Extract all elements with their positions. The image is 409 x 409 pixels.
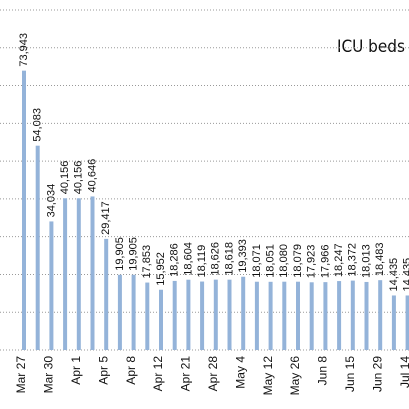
value-label: 18,604	[182, 242, 194, 276]
value-label: 18,626	[210, 242, 222, 276]
value-label: 18,013	[360, 244, 372, 278]
x-tick-label: Mar 30	[42, 356, 56, 394]
value-label: 18,286	[169, 243, 181, 277]
x-tick-label: Mar 27	[14, 356, 28, 394]
bar	[391, 295, 396, 350]
value-label: 40,646	[86, 159, 98, 193]
value-label: 34,034	[45, 184, 57, 218]
value-label: 14,435	[388, 258, 400, 292]
bar	[323, 282, 328, 350]
value-label: 29,417	[100, 201, 112, 235]
bar	[254, 281, 259, 350]
bar	[309, 282, 314, 350]
bar	[405, 295, 409, 350]
value-label: 18,080	[278, 244, 290, 278]
bar	[378, 280, 383, 350]
value-label: 19,905	[114, 237, 126, 271]
bar	[296, 281, 300, 350]
value-label: 73,943	[18, 33, 30, 67]
bar	[90, 196, 95, 350]
value-label: 54,083	[32, 108, 44, 142]
bar	[49, 221, 54, 350]
x-tick-label: May 26	[288, 356, 302, 396]
x-tick-label: Apr 8	[124, 356, 138, 385]
value-label: 18,051	[265, 244, 277, 278]
x-tick-label: Apr 5	[96, 356, 110, 385]
bar	[63, 198, 68, 350]
x-tick-label: Jun 15	[343, 356, 357, 392]
x-tick-label: Jun 8	[316, 356, 330, 386]
value-label: 18,618	[223, 242, 235, 276]
value-label: 18,079	[292, 244, 304, 278]
bar	[35, 145, 40, 350]
bar	[159, 289, 163, 350]
x-tick-label: Apr 1	[69, 356, 83, 385]
value-label: 19,393	[237, 239, 249, 273]
value-label: 14,435	[402, 258, 409, 292]
plot: 73,943 Mar 27 54,083 34,034 Mar 30 40,156 40,1…	[0, 9, 409, 396]
bar	[186, 279, 191, 350]
value-label: 15,952	[155, 252, 167, 286]
bar	[200, 281, 205, 350]
chart-title: ICU beds	[337, 37, 405, 57]
bar	[337, 281, 342, 350]
bar	[172, 280, 177, 350]
bar	[104, 238, 109, 350]
value-label: 17,923	[306, 245, 318, 279]
bar	[145, 282, 150, 350]
value-label: 18,119	[196, 245, 208, 278]
bar	[117, 274, 122, 350]
bar	[76, 198, 81, 350]
bar	[350, 280, 355, 350]
value-label: 19,905	[128, 237, 140, 271]
bar	[213, 279, 218, 350]
value-label: 18,372	[347, 243, 359, 277]
bar	[282, 281, 287, 350]
bar	[131, 274, 136, 350]
value-label: 17,966	[319, 244, 331, 278]
x-tick-label: Jun 29	[370, 356, 384, 392]
bar	[22, 70, 26, 350]
value-label: 40,156	[73, 161, 85, 195]
x-tick-label: Apr 28	[206, 356, 220, 392]
value-label: 18,247	[333, 243, 345, 277]
value-label: 40,156	[59, 161, 71, 195]
bar	[268, 281, 273, 350]
x-tick-label: Apr 12	[151, 356, 165, 392]
bar	[241, 276, 246, 350]
bar	[364, 281, 369, 350]
bar	[227, 279, 232, 350]
x-tick-label: Apr 21	[179, 356, 193, 392]
value-label: 18,483	[374, 243, 386, 277]
x-tick-label: May 12	[261, 356, 275, 396]
x-tick-label: Jul 14	[398, 356, 409, 388]
value-label: 18,071	[251, 244, 263, 278]
x-tick-label: May 4	[233, 356, 247, 389]
value-label: 17,853	[141, 245, 153, 279]
